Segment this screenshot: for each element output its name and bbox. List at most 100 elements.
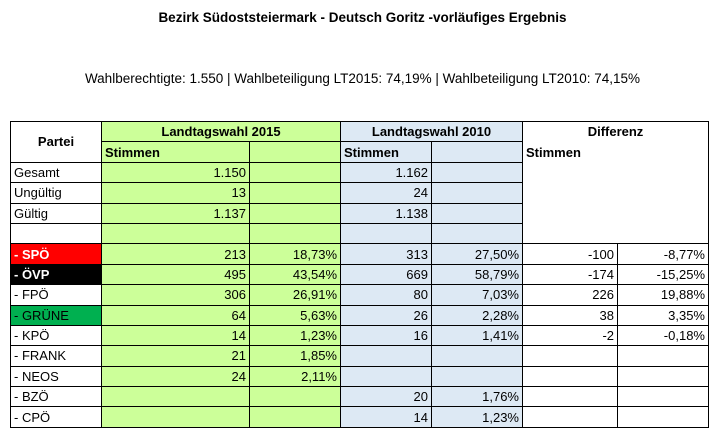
- percent-2015: 43,54%: [249, 263, 341, 286]
- votes-2010: 14: [340, 406, 432, 428]
- percent-2010: 7,03%: [431, 284, 523, 306]
- empty-cell: [340, 222, 432, 245]
- votes-diff: -100: [522, 243, 618, 265]
- votes-diff: 38: [522, 304, 618, 326]
- votes-diff: 226: [522, 284, 618, 306]
- empty-cell: [522, 203, 618, 224]
- page-title: Bezirk Südoststeiermark - Deutsch Goritz…: [158, 10, 567, 25]
- votes-2010: 313: [340, 243, 432, 265]
- party-label: - SPÖ: [10, 243, 102, 265]
- votes-2010: [340, 345, 432, 367]
- empty-cell: [101, 222, 250, 245]
- party-label: - ÖVP: [10, 263, 102, 286]
- empty-cell: [617, 182, 709, 204]
- summary-value-2010: 24: [340, 182, 432, 204]
- header-differenz: Differenz: [522, 120, 709, 142]
- header-lt2015: Landtagswahl 2015: [101, 120, 341, 143]
- empty-cell: [431, 202, 523, 224]
- summary-label: Gültig: [10, 202, 102, 224]
- votes-2015: 64: [101, 304, 250, 326]
- party-row-spoe: - SPÖ 213 18,73% 313 27,50% -100 -8,77%: [10, 243, 709, 265]
- votes-2015: [101, 386, 250, 408]
- percent-diff: 3,35%: [617, 304, 709, 326]
- party-row-neos: - NEOS 24 2,11%: [10, 365, 709, 388]
- percent-2010: 1,41%: [431, 324, 523, 347]
- header-stimmen-diff: Stimmen: [522, 141, 618, 163]
- percent-diff: [617, 365, 709, 388]
- percent-diff: -8,77%: [617, 243, 709, 265]
- votes-diff: [522, 386, 618, 408]
- votes-diff: [522, 406, 618, 428]
- spacer-row: [10, 222, 709, 245]
- votes-2010: 80: [340, 284, 432, 306]
- summary-value-2015: 1.137: [101, 202, 250, 224]
- empty-cell: [522, 182, 618, 204]
- percent-2015: 1,23%: [249, 324, 341, 347]
- header-row-1: Partei Landtagswahl 2015 Landtagswahl 20…: [10, 120, 709, 163]
- header-stimmen-2015: Stimmen: [101, 141, 250, 163]
- summary-value-2015: 13: [101, 182, 250, 204]
- votes-diff: [522, 345, 618, 367]
- percent-2010: 1,76%: [431, 386, 523, 408]
- header-partei: Partei: [10, 121, 102, 163]
- header-stimmen-2010: Stimmen: [340, 141, 432, 163]
- party-label: - NEOS: [10, 365, 102, 388]
- empty-cell: [431, 182, 523, 204]
- party-label: - FRANK: [10, 345, 102, 367]
- percent-2015: 5,63%: [249, 304, 341, 326]
- votes-2015: 213: [101, 243, 250, 265]
- votes-diff: [522, 365, 618, 388]
- votes-diff: -2: [522, 324, 618, 347]
- summary-value-2010: 1.138: [340, 202, 432, 224]
- header-row-2: Stimmen Stimmen Stimmen: [11, 141, 709, 163]
- empty-cell: [431, 222, 523, 245]
- party-row-oevp: - ÖVP 495 43,54% 669 58,79% -174 -15,25%: [10, 263, 709, 286]
- percent-diff: -0,18%: [617, 324, 709, 347]
- header-lt2010: Landtagswahl 2010: [340, 120, 523, 143]
- empty-cell: [522, 162, 618, 183]
- votes-2015: 21: [101, 345, 250, 367]
- percent-2010: [431, 365, 523, 388]
- percent-2015: [249, 386, 341, 408]
- percent-2015: 1,85%: [249, 345, 341, 367]
- summary-value-2010: 1.162: [340, 161, 432, 184]
- percent-2010: [431, 345, 523, 367]
- empty-cell: [617, 223, 709, 245]
- votes-2015: 24: [101, 365, 250, 388]
- party-row-kpoe: - KPÖ 14 1,23% 16 1,41% -2 -0,18%: [10, 324, 709, 347]
- header-empty-2010: [431, 141, 523, 163]
- votes-2010: [340, 365, 432, 388]
- summary-row: Gesamt 1.150 1.162: [10, 161, 709, 184]
- party-label: - CPÖ: [10, 406, 102, 428]
- empty-cell: [431, 161, 523, 184]
- turnout-summary: Wahlberechtigte: 1.550 | Wahlbeteiligung…: [84, 71, 641, 86]
- header-empty-2015: [249, 141, 341, 163]
- votes-2015: 495: [101, 263, 250, 286]
- percent-diff: -15,25%: [617, 263, 709, 286]
- votes-2010: 16: [340, 324, 432, 347]
- percent-2015: 18,73%: [249, 243, 341, 265]
- party-label: - BZÖ: [10, 386, 102, 408]
- percent-2015: 2,11%: [249, 365, 341, 388]
- percent-2010: 58,79%: [431, 263, 523, 286]
- percent-2015: 26,91%: [249, 284, 341, 306]
- empty-cell: [249, 202, 341, 224]
- votes-2015: 306: [101, 284, 250, 306]
- percent-diff: 19,88%: [617, 284, 709, 306]
- party-row-cpoe: - CPÖ 14 1,23%: [10, 406, 709, 428]
- summary-value-2015: 1.150: [101, 161, 250, 184]
- empty-cell: [249, 182, 341, 204]
- results-table: Partei Landtagswahl 2015 Landtagswahl 20…: [10, 120, 709, 428]
- percent-2010: 27,50%: [431, 243, 523, 265]
- percent-2010: 1,23%: [431, 406, 523, 428]
- party-label: - FPÖ: [10, 284, 102, 306]
- empty-cell: [522, 223, 618, 245]
- votes-2010: 20: [340, 386, 432, 408]
- votes-diff: -174: [522, 263, 618, 286]
- percent-2010: 2,28%: [431, 304, 523, 326]
- percent-2015: [249, 406, 341, 428]
- empty-cell: [617, 203, 709, 224]
- empty-cell: [249, 161, 341, 184]
- header-empty-diff: [617, 141, 709, 163]
- empty-cell: [617, 162, 709, 183]
